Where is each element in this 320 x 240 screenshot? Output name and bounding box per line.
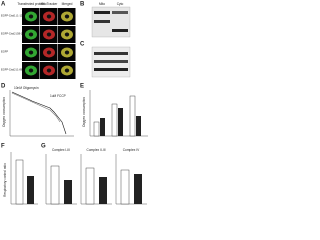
nucleus [46,50,52,55]
row-label: EGFP [1,50,8,54]
axes [9,90,74,137]
band [94,11,110,14]
annotation: 1uM FCCP [50,94,66,98]
nucleus [64,32,70,37]
band [94,60,128,63]
band [112,11,128,14]
nucleus [28,14,34,19]
nucleus [64,50,70,55]
nucleus [28,68,34,73]
trace [11,91,67,135]
panel-label: D [1,84,6,90]
axis-label: Respiratory control ratio [3,163,7,197]
nucleus [28,50,34,55]
bar [120,169,130,205]
chart-title: Complex I-III [52,148,70,152]
column-header: Cyto [117,2,124,6]
nucleus [46,14,52,19]
nucleus [28,32,34,37]
panel-label: E [80,84,84,90]
bar [99,177,107,204]
bar [100,118,105,136]
bar [134,174,142,204]
panel-label: F [1,144,5,150]
axes [45,154,77,205]
nucleus [46,32,52,37]
bar [111,103,118,137]
column-header: Transfected protein [17,2,45,6]
bar [85,167,95,205]
column-header: MitoTracker [41,2,59,6]
trace [11,92,61,123]
bar [64,180,72,204]
band [112,29,128,32]
nucleus [46,68,52,73]
axis-label: Oxygen consumption [82,97,86,127]
bar [118,108,123,136]
column-header: Merged [62,2,73,6]
bars [93,95,141,137]
bar [15,159,24,205]
panel-label: A [1,2,6,8]
bar [27,176,34,204]
bar [136,116,141,136]
band [94,52,128,55]
nucleus [64,14,70,19]
micrographs: EGFP-Cisd1 (1-108) EGFP-Cisd2 (58-135) EGF… [1,8,76,79]
annotation: 10nM Oligomycin [14,86,39,90]
axis-label: Oxygen consumption [2,97,6,127]
chart-title: Complex II-III [87,148,106,152]
axes [80,154,112,205]
chart-title: Complex IV [123,148,140,152]
bar [50,165,60,205]
panel-label: C [80,42,85,48]
band [94,68,128,71]
column-header: Mito [99,2,105,6]
axes [115,154,147,205]
complex-charts: Complex I-III Complex II-III Complex IV [45,148,147,205]
panel-label: G [41,144,46,150]
row-label: EGFP-Cisd2 (1-86) [1,68,23,72]
panel-label: B [80,2,85,8]
nucleus [64,68,70,73]
figure: A Transfected protein MitoTracker Merged… [1,2,148,205]
bar [129,95,136,137]
axes [89,90,148,137]
row-label: EGFP-Cisd2 (58-135) [1,32,26,36]
row-label: EGFP-Cisd1 (1-108) [1,14,25,18]
bar [93,121,100,137]
band [94,20,110,23]
